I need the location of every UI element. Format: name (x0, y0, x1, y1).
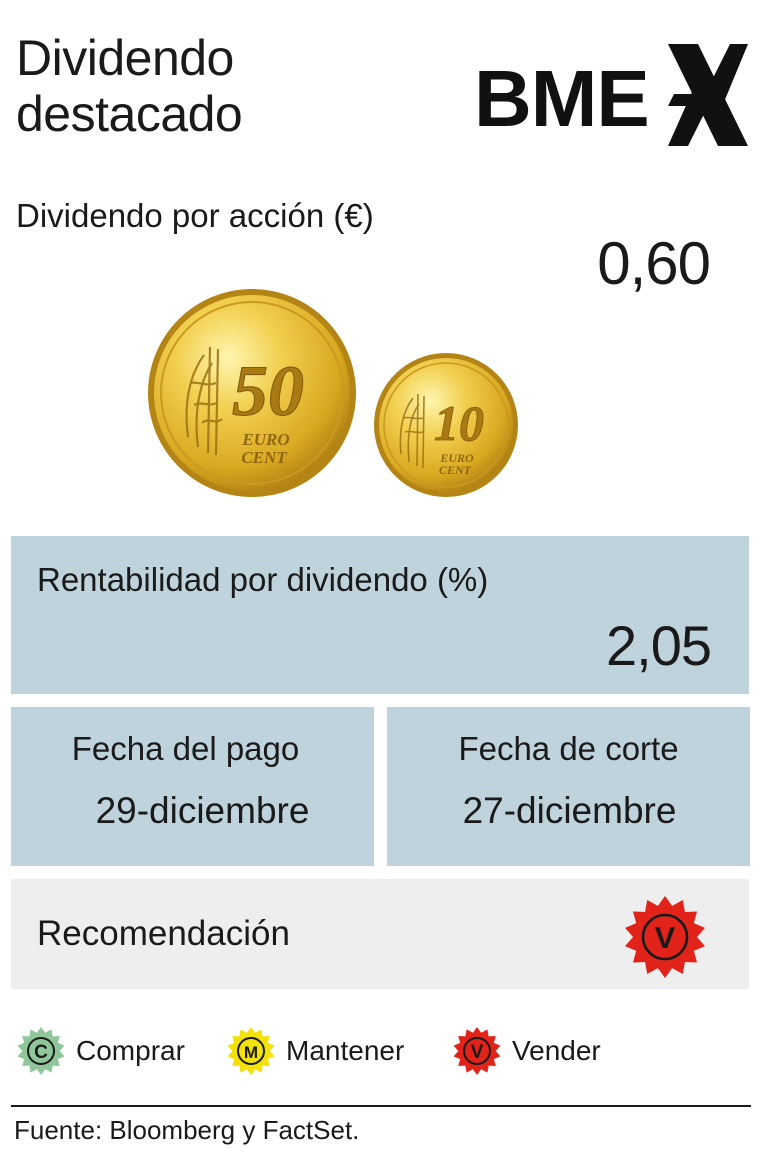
bme-logo-mark (668, 44, 748, 146)
buy-badge-starburst (17, 1027, 65, 1075)
title-line-1: Dividendo (16, 30, 234, 86)
legend-label-sell: Vender (512, 1035, 601, 1066)
coin-50-text-1: EURO (241, 430, 289, 449)
coin-10-text-1: EURO (439, 451, 474, 465)
sell-badge-letter: V (655, 920, 676, 955)
title-line-2: destacado (16, 86, 243, 142)
sell-legend-letter: V (471, 1042, 484, 1063)
cutoff-date-label: Fecha de corte (458, 730, 679, 767)
payment-date-value: 29-diciembre (95, 790, 310, 831)
payment-date-panel: Fecha del pago 29-diciembre (11, 707, 374, 866)
dividend-yield-label: Rentabilidad por dividendo (%) (37, 561, 489, 598)
dividend-per-share-label: Dividendo por acción (€) (16, 197, 374, 234)
sell-badge-starburst (625, 896, 705, 978)
cutoff-date-panel: Fecha de corte 27-diciembre (387, 707, 750, 866)
dividend-yield-panel: Rentabilidad por dividendo (%) 2,05 (11, 536, 749, 694)
sell-legend-starburst (453, 1027, 501, 1075)
legend-item-sell: V Vender (452, 1026, 601, 1076)
legend-label-hold: Mantener (286, 1035, 405, 1066)
buy-badge-icon: C (17, 1027, 65, 1075)
coin-10-number: 10 (434, 395, 484, 451)
10-euro-cent-coin-icon: 10 EURO CENT (374, 353, 518, 497)
recommendation-panel: Recomendación V (11, 879, 749, 989)
buy-badge-letter: C (34, 1042, 48, 1063)
legend-item-buy: C Comprar (16, 1026, 185, 1076)
50-euro-cent-coin-icon: 50 EURO CENT (148, 289, 356, 497)
footer-divider (11, 1105, 751, 1107)
bme-logo: BME (474, 44, 748, 146)
legend-label-buy: Comprar (76, 1035, 185, 1066)
coin-10-text-2: CENT (439, 463, 472, 477)
cutoff-date-value: 27-diciembre (462, 790, 677, 831)
source-note: Fuente: Bloomberg y FactSet. (14, 1115, 360, 1145)
sell-legend-icon: V (453, 1027, 501, 1075)
dividend-yield-value: 2,05 (606, 614, 712, 677)
payment-date-label: Fecha del pago (71, 730, 300, 767)
bme-logo-text: BME (474, 54, 649, 143)
legend-item-hold: M Mantener (226, 1026, 404, 1076)
hold-badge-letter: M (244, 1043, 258, 1062)
coin-50-text-2: CENT (241, 448, 287, 467)
recommendation-label: Recomendación (37, 914, 290, 953)
dividend-per-share-value: 0,60 (597, 230, 711, 297)
hold-badge-icon: M (227, 1027, 275, 1075)
page-title: Dividendo destacado (16, 30, 243, 142)
hold-badge-starburst (227, 1027, 275, 1075)
coin-50-number: 50 (232, 351, 304, 431)
sell-badge-icon: V (625, 896, 705, 978)
